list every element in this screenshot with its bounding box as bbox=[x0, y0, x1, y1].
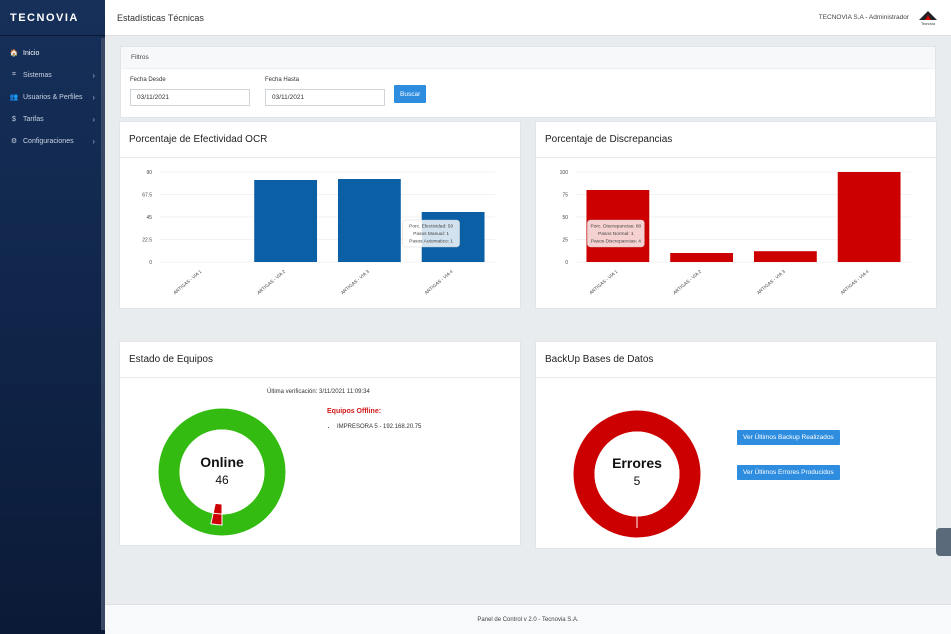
ver-errores-button[interactable]: Ver Últimos Errores Producidos bbox=[737, 465, 840, 480]
equipos-card: Estado de Equipos Última verificación: 3… bbox=[119, 341, 521, 546]
ocr-ytick: 45 bbox=[146, 215, 152, 221]
disc-bar[interactable] bbox=[670, 253, 734, 262]
ocr-ytick: 22.5 bbox=[142, 238, 152, 244]
ocr-xtick: ARTIGAS - VIA 2 bbox=[256, 269, 286, 296]
ocr-xtick: ARTIGAS - VIA 1 bbox=[172, 269, 202, 296]
sidebar-item-label: Configuraciones bbox=[23, 137, 74, 145]
buscar-button[interactable]: Buscar bbox=[394, 85, 427, 103]
sidebar-scrollbar[interactable] bbox=[101, 38, 105, 630]
errores-count: 5 bbox=[634, 474, 641, 488]
user-menu[interactable]: TECNOVIA S.A - Administrador Tecnovia bbox=[819, 10, 939, 26]
sidebar-item-tarifas[interactable]: $ Tarifas › bbox=[0, 108, 105, 130]
disc-ytick: 50 bbox=[562, 215, 568, 221]
ocr-title: Porcentaje de Efectividad OCR bbox=[120, 122, 520, 158]
ocr-bar[interactable] bbox=[337, 179, 401, 262]
offline-item: IMPRESORA 5 - 192.168.20.75 bbox=[337, 424, 421, 430]
disc-tooltip-line: Porc. Discrepancias: 80 bbox=[591, 224, 642, 230]
discrepancias-card: Porcentaje de Discrepancias 100 75 50 25 0 AR… bbox=[535, 121, 937, 309]
fecha-hasta-label: Fecha Hasta bbox=[265, 77, 300, 83]
users-icon: 👥 bbox=[9, 94, 19, 101]
ocr-card: Porcentaje de Efectividad OCR 90 67.5 45 22… bbox=[119, 121, 521, 309]
disc-xtick: ARTIGAS - VIA 2 bbox=[672, 269, 702, 296]
sidebar-item-sistemas[interactable]: ⌗ Sistemas › bbox=[0, 64, 105, 86]
offline-list: IMPRESORA 5 - 192.168.20.75 bbox=[337, 424, 421, 430]
user-name: TECNOVIA S.A - Administrador bbox=[818, 14, 909, 21]
discrepancias-bar-chart: 100 75 50 25 0 ARTIGAS - VIA 1 ARTIGAS - VIA 2… bbox=[560, 170, 911, 296]
disc-bar[interactable] bbox=[753, 251, 817, 262]
chevron-right-icon: › bbox=[92, 114, 95, 124]
ocr-tooltip-line: Pasos Automatico: 1 bbox=[409, 239, 453, 245]
ver-backups-button[interactable]: Ver Últimos Backup Realizados bbox=[737, 430, 840, 445]
ocr-tooltip-line: Pasos Manual: 1 bbox=[413, 231, 449, 237]
backup-card: BackUp Bases de Datos Errores 5 Ver Últi… bbox=[535, 341, 937, 549]
disc-xtick: ARTIGAS - VIA 1 bbox=[588, 269, 618, 296]
topbar: Estadísticas Técnicas TECNOVIA S.A - Adm… bbox=[105, 0, 951, 36]
fecha-desde-input[interactable] bbox=[130, 89, 250, 106]
logo-text: Tecnovia bbox=[921, 22, 935, 26]
disc-xtick: ARTIGAS - VIA 3 bbox=[756, 269, 786, 296]
ocr-xtick: ARTIGAS - VIA 4 bbox=[424, 269, 454, 296]
ocr-bar[interactable] bbox=[254, 180, 318, 262]
footer: Panel de Control v 2.0 - Tecnovia S.A. bbox=[105, 604, 951, 634]
disc-ytick: 75 bbox=[562, 193, 568, 199]
offline-segment bbox=[210, 502, 223, 526]
ocr-ytick: 67.5 bbox=[142, 193, 152, 199]
fecha-desde-label: Fecha Desde bbox=[130, 77, 166, 83]
home-icon: 🏠 bbox=[9, 50, 19, 57]
ultima-verificacion: Última verificación: 3/11/2021 11:09:34 bbox=[267, 389, 370, 395]
discrepancias-title: Porcentaje de Discrepancias bbox=[536, 122, 936, 158]
disc-ytick: 100 bbox=[560, 170, 569, 176]
filters-panel: Filtros Fecha Desde Fecha Hasta Buscar bbox=[120, 46, 936, 118]
brand-logo: TECNOVIA bbox=[0, 0, 105, 36]
backup-title: BackUp Bases de Datos bbox=[536, 342, 936, 378]
fecha-hasta-input[interactable] bbox=[265, 89, 385, 106]
filters-title: Filtros bbox=[121, 47, 935, 69]
sidebar-item-label: Tarifas bbox=[23, 115, 44, 123]
ocr-ytick: 90 bbox=[146, 170, 152, 176]
disc-tooltip-line: Pasos Normal: 1 bbox=[598, 231, 634, 237]
equipos-title: Estado de Equipos bbox=[120, 342, 520, 378]
ocr-bar-chart: 90 67.5 45 22.5 0 ARTIGAS - VIA 1 ARTIGAS - VI… bbox=[142, 170, 495, 296]
equipos-offline-title: Equipos Offline: bbox=[327, 408, 382, 415]
online-donut: Online 46 bbox=[158, 408, 286, 536]
ocr-tooltip-line: Porc. Efectividad: 50 bbox=[409, 224, 453, 230]
disc-tooltip-line: Pasos Discrepancias: 4 bbox=[591, 239, 641, 245]
sidebar-item-configuraciones[interactable]: ⚙ Configuraciones › bbox=[0, 130, 105, 152]
chevron-right-icon: › bbox=[92, 136, 95, 146]
page-title: Estadísticas Técnicas bbox=[117, 12, 204, 23]
company-logo: Tecnovia bbox=[917, 10, 939, 26]
sidebar-item-label: Usuarios & Perfiles bbox=[23, 93, 83, 101]
sidebar-item-inicio[interactable]: 🏠 Inicio bbox=[0, 42, 105, 64]
disc-ytick: 25 bbox=[562, 238, 568, 244]
disc-ytick: 0 bbox=[565, 260, 568, 266]
dollar-icon: $ bbox=[12, 115, 16, 123]
ocr-xtick: ARTIGAS - VIA 3 bbox=[340, 269, 370, 296]
sidebar: TECNOVIA 🏠 Inicio ⌗ Sistemas › 👥 Usuario… bbox=[0, 0, 105, 634]
sidebar-nav: 🏠 Inicio ⌗ Sistemas › 👥 Usuarios & Perfi… bbox=[0, 42, 105, 152]
side-panel-handle[interactable] bbox=[936, 528, 951, 556]
chevron-right-icon: › bbox=[92, 92, 95, 102]
sidebar-item-label: Inicio bbox=[23, 49, 40, 57]
network-icon: ⌗ bbox=[12, 71, 16, 78]
online-label: Online bbox=[200, 454, 244, 470]
fecha-hasta-group: Fecha Hasta bbox=[265, 77, 385, 106]
fecha-desde-group: Fecha Desde bbox=[130, 77, 250, 106]
sidebar-item-usuarios-perfiles[interactable]: 👥 Usuarios & Perfiles › bbox=[0, 86, 105, 108]
disc-bar[interactable] bbox=[837, 172, 901, 262]
errores-donut: Errores 5 bbox=[573, 410, 701, 538]
company-logo-icon: Tecnovia bbox=[919, 10, 937, 26]
chevron-right-icon: › bbox=[92, 70, 95, 80]
sidebar-item-label: Sistemas bbox=[23, 71, 52, 79]
disc-xtick: ARTIGAS - VIA 4 bbox=[840, 269, 870, 296]
gear-icon: ⚙ bbox=[10, 138, 18, 145]
online-count: 46 bbox=[215, 473, 229, 487]
errores-label: Errores bbox=[612, 455, 662, 471]
ocr-ytick: 0 bbox=[149, 260, 152, 266]
